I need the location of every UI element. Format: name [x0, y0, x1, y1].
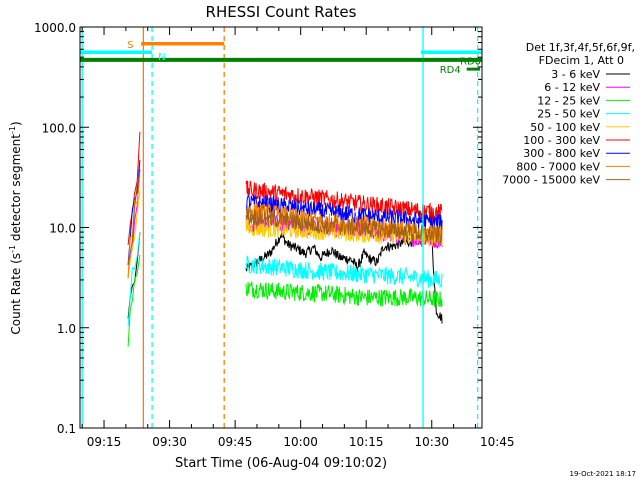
legend-label-6: 300 - 800 keV [523, 147, 600, 160]
x-tick-label-3: 10:00 [283, 435, 318, 449]
attenuator-label: S [127, 40, 133, 51]
x-tick-label-4: 10:15 [349, 435, 384, 449]
series-line-3 [245, 255, 443, 289]
y-tick-label-2: 10.0 [49, 222, 76, 236]
x-tick-label-5: 10:30 [414, 435, 449, 449]
x-tick-label-6: 10:45 [480, 435, 515, 449]
series-line-8 [245, 208, 443, 245]
legend-label-1: 6 - 12 keV [544, 81, 600, 94]
series-burst-2 [127, 254, 141, 347]
rd-label-0: RD0 [460, 56, 481, 67]
series-line-6 [245, 193, 443, 232]
y-tick-label-0: 0.1 [57, 422, 76, 436]
chart-title: RHESSI Count Rates [206, 3, 357, 21]
series-burst-3 [127, 232, 141, 327]
x-tick-label-0: 09:15 [87, 435, 122, 449]
series-line-5 [245, 180, 443, 223]
legend-header-line1: Det 1f,3f,4f,5f,6f,9f, [526, 41, 635, 54]
saa-label-0: N [158, 52, 165, 63]
series-burst-4 [127, 191, 141, 278]
x-tick-label-2: 09:45 [218, 435, 253, 449]
x-axis-label: Start Time (06-Aug-04 09:10:02) [175, 456, 387, 471]
y-tick-label-1: 1.0 [57, 322, 76, 336]
series-line-0 [245, 232, 443, 324]
legend-label-7: 800 - 7000 keV [516, 160, 600, 173]
y-axis-label: Count Rate (s-1 detector segment-1) [8, 121, 23, 334]
legend-label-8: 7000 - 15000 keV [502, 174, 600, 187]
legend-label-2: 12 - 25 keV [537, 94, 600, 107]
y-label-main: Count Rate (s [9, 253, 23, 335]
legend-label-0: 3 - 6 keV [551, 68, 600, 81]
legend-label-5: 100 - 300 keV [523, 134, 600, 147]
y-label-sup2: -1 [8, 126, 17, 134]
rd-label-1: RD4 [440, 65, 461, 76]
axis-ticks: 09:15 09:30 09:45 10:00 10:15 10:30 10:45 0.1 1.… [34, 21, 515, 449]
series-burst-8 [127, 171, 141, 263]
legend-label-3: 25 - 50 keV [537, 108, 600, 121]
y-tick-label-4: 1000.0 [34, 21, 76, 35]
legend-label-4: 50 - 100 keV [530, 121, 600, 134]
y-label-mid: detector segment [9, 134, 23, 245]
data-layer [127, 131, 443, 347]
y-tick-label-3: 100.0 [42, 121, 76, 135]
x-tick-label-1: 09:30 [152, 435, 187, 449]
y-label-end: ) [9, 121, 23, 126]
legend-header-line2: FDecim 1, Att 0 [539, 54, 624, 67]
series-line-2 [245, 281, 443, 308]
footer-date: 19-Oct-2021 18:17 [570, 470, 636, 478]
y-label-sup1: -1 [8, 245, 17, 253]
